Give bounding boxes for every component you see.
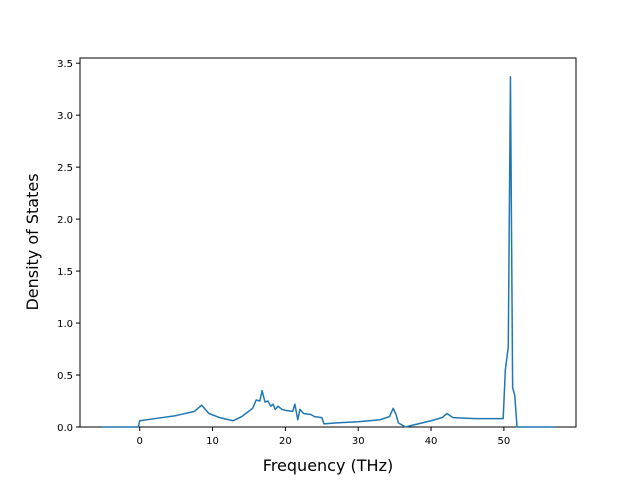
x-axis-label: Frequency (THz) [263, 456, 393, 475]
x-tick-label: 20 [279, 436, 292, 447]
y-tick-label: 1.5 [57, 267, 73, 278]
y-tick-label: 2.0 [57, 215, 73, 226]
y-tick-label: 3.0 [57, 111, 73, 122]
x-tick-label: 30 [352, 436, 365, 447]
x-tick-label: 10 [206, 436, 219, 447]
x-tick-label: 0 [137, 436, 143, 447]
y-tick-label: 0.5 [57, 371, 73, 382]
x-tick-label: 50 [498, 436, 511, 447]
plot-frame [79, 57, 577, 428]
y-tick-label: 0.0 [57, 423, 73, 434]
y-tick-label: 3.5 [57, 59, 73, 70]
y-axis-label: Density of States [23, 173, 42, 310]
x-tick-label: 40 [425, 436, 438, 447]
y-tick-label: 1.0 [57, 319, 73, 330]
y-tick-label: 2.5 [57, 163, 73, 174]
line-series [101, 75, 555, 428]
